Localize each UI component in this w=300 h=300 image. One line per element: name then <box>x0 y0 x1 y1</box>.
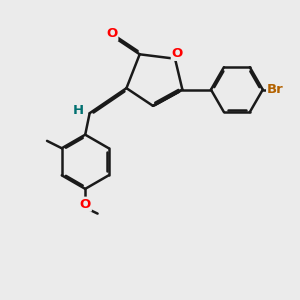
Text: Br: Br <box>267 83 284 96</box>
Text: O: O <box>172 47 183 60</box>
Text: H: H <box>73 104 84 117</box>
Text: O: O <box>80 198 91 211</box>
Text: O: O <box>106 27 117 40</box>
